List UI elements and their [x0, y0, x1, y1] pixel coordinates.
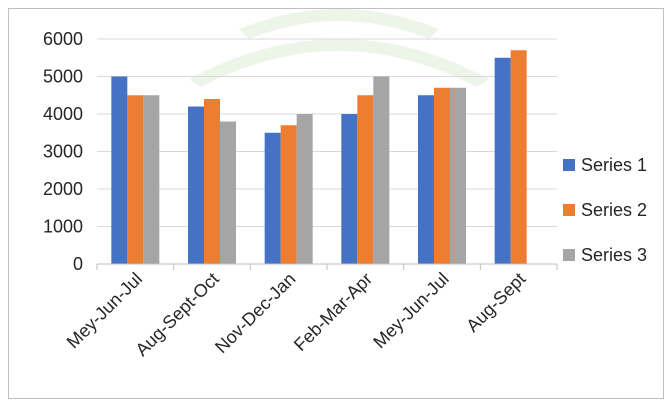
bar-series-2	[510, 50, 527, 264]
gridlines	[97, 38, 557, 227]
legend-label: Series 1	[581, 155, 647, 175]
bar-series-1	[494, 57, 511, 264]
bar-series-2	[434, 87, 450, 264]
bar-series-3	[373, 76, 390, 264]
bar-series-2	[127, 95, 144, 264]
legend-swatch	[563, 159, 575, 171]
bar-series-2	[204, 99, 220, 264]
legend-label: Series 2	[581, 200, 647, 220]
watermark-decoration	[189, 9, 489, 87]
y-tick-label: 4000	[43, 104, 83, 124]
x-tick-label: Feb-Mar-Apr	[290, 269, 376, 355]
legend: Series 1 Series 2 Series 3	[563, 155, 647, 265]
x-tick-label: Mey-Jun-Jul	[63, 269, 146, 352]
x-tick-label: Nov-Dec-Jan	[211, 269, 299, 357]
bar-series-1	[418, 95, 434, 264]
y-tick-label: 6000	[43, 29, 83, 49]
y-tick-label: 0	[73, 254, 83, 274]
x-tick-label: Mey-Jun-Jul	[369, 269, 452, 352]
x-tick-label: Aug-Sept	[462, 269, 529, 336]
chart-frame: 0 1000 2000 3000 4000 5000 6000 Mey-Jun-Jul Aug…	[8, 8, 664, 399]
bars	[111, 50, 527, 264]
y-tick-labels: 0 1000 2000 3000 4000 5000 6000	[43, 29, 83, 274]
legend-swatch	[563, 249, 575, 261]
axes	[96, 263, 558, 270]
bar-series-3	[143, 95, 160, 264]
bar-series-3	[450, 87, 466, 264]
legend-swatch	[563, 204, 575, 216]
bar-series-1	[111, 76, 128, 264]
y-tick-label: 2000	[43, 179, 83, 199]
legend-label: Series 3	[581, 245, 647, 265]
y-tick-label: 3000	[43, 142, 83, 162]
bar-series-1	[188, 106, 204, 264]
bar-series-3	[296, 114, 313, 264]
bar-series-2	[280, 125, 297, 264]
bar-series-2	[357, 95, 374, 264]
x-tick-labels: Mey-Jun-JulAug-Sept-OctNov-Dec-JanFeb-Ma…	[63, 269, 530, 360]
y-tick-label: 1000	[43, 217, 83, 237]
bar-series-1	[341, 114, 358, 264]
y-tick-label: 5000	[43, 67, 83, 87]
bar-series-1	[264, 132, 281, 264]
bar-series-3	[220, 121, 236, 264]
